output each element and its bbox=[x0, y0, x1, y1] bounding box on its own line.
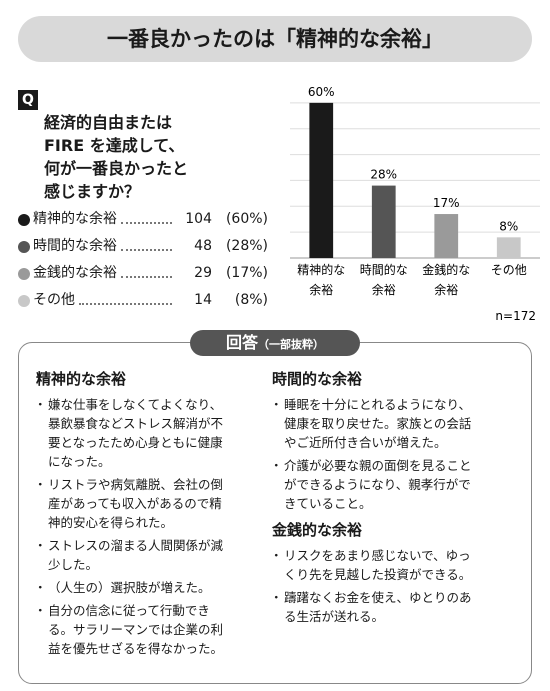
x-tick-label: 金銭的な余裕 bbox=[422, 262, 470, 297]
answer-section: 時間的な余裕睡眠を十分にとれるようになり、健康を取り戻せた。家族との会話やご近所… bbox=[270, 370, 522, 513]
legend-count: 48 bbox=[194, 238, 212, 254]
legend-count: 14 bbox=[194, 292, 212, 308]
sample-size: n=172 bbox=[495, 309, 536, 323]
legend-label: 時間的な余裕 bbox=[33, 238, 117, 254]
value-label: 28% bbox=[370, 168, 397, 182]
answer-line: 嫌な仕事をしなくてよくなり、 bbox=[48, 397, 223, 412]
answer-line: くり先を見越した投資ができる。 bbox=[284, 567, 472, 582]
answer-section: 精神的な余裕嫌な仕事をしなくてよくなり、暴飲暴食などストレス解消が不要となったた… bbox=[34, 370, 261, 658]
answer-line: る生活が送れる。 bbox=[284, 609, 385, 624]
answer-line: リストラや病気離脱、会社の倒 bbox=[48, 477, 224, 492]
legend-row: 精神的な余裕 104 (60%) bbox=[18, 206, 268, 233]
legend-count: 29 bbox=[194, 265, 212, 281]
bar bbox=[371, 185, 396, 258]
legend-share: (28%) bbox=[225, 238, 268, 254]
answer-line: （人生の）選択肢が増えた。 bbox=[48, 580, 211, 595]
answer-line: リスクをあまり感じないで、ゆっ bbox=[284, 548, 471, 563]
bar bbox=[496, 237, 521, 258]
bar bbox=[309, 102, 334, 258]
legend-dot bbox=[18, 267, 30, 280]
answer-line: 睡眠を十分にとれるようになり、 bbox=[284, 397, 472, 412]
legend-label: 精神的な余裕 bbox=[33, 211, 117, 227]
answer-line: 産があっても収入があるので精 bbox=[48, 496, 222, 511]
section-heading: 時間的な余裕 bbox=[272, 370, 363, 388]
answer-section: 金銭的な余裕リスクをあまり感じないで、ゆっくり先を見越した投資ができる。躊躇なく… bbox=[270, 521, 522, 626]
answer-line: になった。 bbox=[48, 454, 111, 469]
x-tick-label: 精神的な余裕 bbox=[297, 262, 345, 297]
answer-item: 自分の信念に従って行動できる。サラリーマンでは企業の利益を優先せざるを得なかった… bbox=[34, 601, 261, 658]
legend-share: (17%) bbox=[225, 265, 268, 281]
legend-row: 時間的な余裕 48 (28%) bbox=[18, 233, 268, 260]
x-tick-label: その他 bbox=[491, 263, 527, 277]
legend-row: 金銭的な余裕 29 (17%) bbox=[18, 260, 268, 287]
leader bbox=[121, 266, 172, 278]
legend-count: 104 bbox=[185, 211, 212, 227]
answer-line: 神的安心を得られた。 bbox=[48, 515, 174, 530]
answer-column: 精神的な余裕嫌な仕事をしなくてよくなり、暴飲暴食などストレス解消が不要となったた… bbox=[34, 370, 261, 662]
legend-share: (60%) bbox=[225, 211, 268, 227]
question-line: FIRE を達成して、 bbox=[44, 136, 185, 155]
answer-line: ストレスの溜まる人間関係が減 bbox=[48, 538, 224, 553]
legend-share: (8%) bbox=[234, 292, 268, 308]
legend-dot bbox=[18, 213, 30, 226]
x-tick-label: 時間的な余裕 bbox=[360, 262, 408, 297]
answer-line: 自分の信念に従って行動でき bbox=[48, 603, 210, 618]
legend-dot bbox=[18, 240, 30, 253]
answer-line: 少した。 bbox=[48, 557, 99, 572]
legend-label: その他 bbox=[33, 292, 75, 308]
answer-line: やご近所付き合いが増えた。 bbox=[284, 435, 447, 450]
answer-line: ができるようになり、親孝行がで bbox=[284, 477, 471, 492]
answer-item: 嫌な仕事をしなくてよくなり、暴飲暴食などストレス解消が不要となったため心身ともに… bbox=[34, 395, 261, 471]
answer-line: 益を優先せざるを得なかった。 bbox=[48, 641, 224, 656]
answer-item: （人生の）選択肢が増えた。 bbox=[34, 578, 261, 597]
legend: 精神的な余裕 104 (60%) 時間的な余裕 48 (28%) 金銭的な余裕 29 (17%)… bbox=[18, 206, 268, 314]
value-label: 60% bbox=[308, 85, 335, 99]
answer-column: 時間的な余裕睡眠を十分にとれるようになり、健康を取り戻せた。家族との会話やご近所… bbox=[270, 370, 522, 630]
title-banner: 一番良かったのは「精神的な余裕」 bbox=[18, 16, 532, 62]
question-mark: Q bbox=[18, 90, 38, 110]
answer-label: 回答（一部抜粋） bbox=[190, 330, 360, 356]
leader bbox=[121, 239, 172, 251]
answer-line: 要となったため心身ともに健康 bbox=[48, 435, 223, 450]
answer-subtitle: （一部抜粋） bbox=[258, 338, 324, 351]
answer-line: 暴飲暴食などストレス解消が不 bbox=[48, 416, 224, 431]
leader bbox=[79, 293, 172, 305]
value-label: 17% bbox=[433, 196, 460, 210]
leader bbox=[121, 212, 172, 224]
chart: 60% 精神的な余裕 28% 時間的な余裕 17% 金銭的な余裕 8% その他 n=172 bbox=[290, 85, 540, 323]
section-heading: 金銭的な余裕 bbox=[272, 521, 363, 539]
question-line: 何が一番良かったと bbox=[44, 159, 189, 178]
question-line: 経済的自由または bbox=[44, 113, 173, 132]
answer-line: 健康を取り戻せた。家族との会話 bbox=[284, 416, 472, 431]
question-line: 感じますか？ bbox=[44, 182, 141, 201]
answer-line: る。サラリーマンでは企業の利 bbox=[48, 622, 224, 637]
answer-item: 睡眠を十分にとれるようになり、健康を取り戻せた。家族との会話やご近所付き合いが増… bbox=[270, 395, 522, 452]
bar bbox=[434, 214, 459, 258]
answer-line: 躊躇なくお金を使え、ゆとりのあ bbox=[284, 590, 472, 605]
legend-dot bbox=[18, 294, 30, 307]
section-heading: 精神的な余裕 bbox=[36, 370, 127, 388]
value-label: 8% bbox=[499, 219, 518, 233]
legend-row: その他 14 (8%) bbox=[18, 287, 268, 314]
legend-label: 金銭的な余裕 bbox=[33, 265, 117, 281]
answer-line: きていること。 bbox=[284, 496, 372, 511]
answer-title: 回答 bbox=[225, 333, 258, 352]
question: Q 経済的自由または FIRE を達成して、 何が一番良かったと 感じますか？ bbox=[18, 88, 188, 203]
answer-line: 介護が必要な親の面倒を見ること bbox=[284, 458, 472, 473]
